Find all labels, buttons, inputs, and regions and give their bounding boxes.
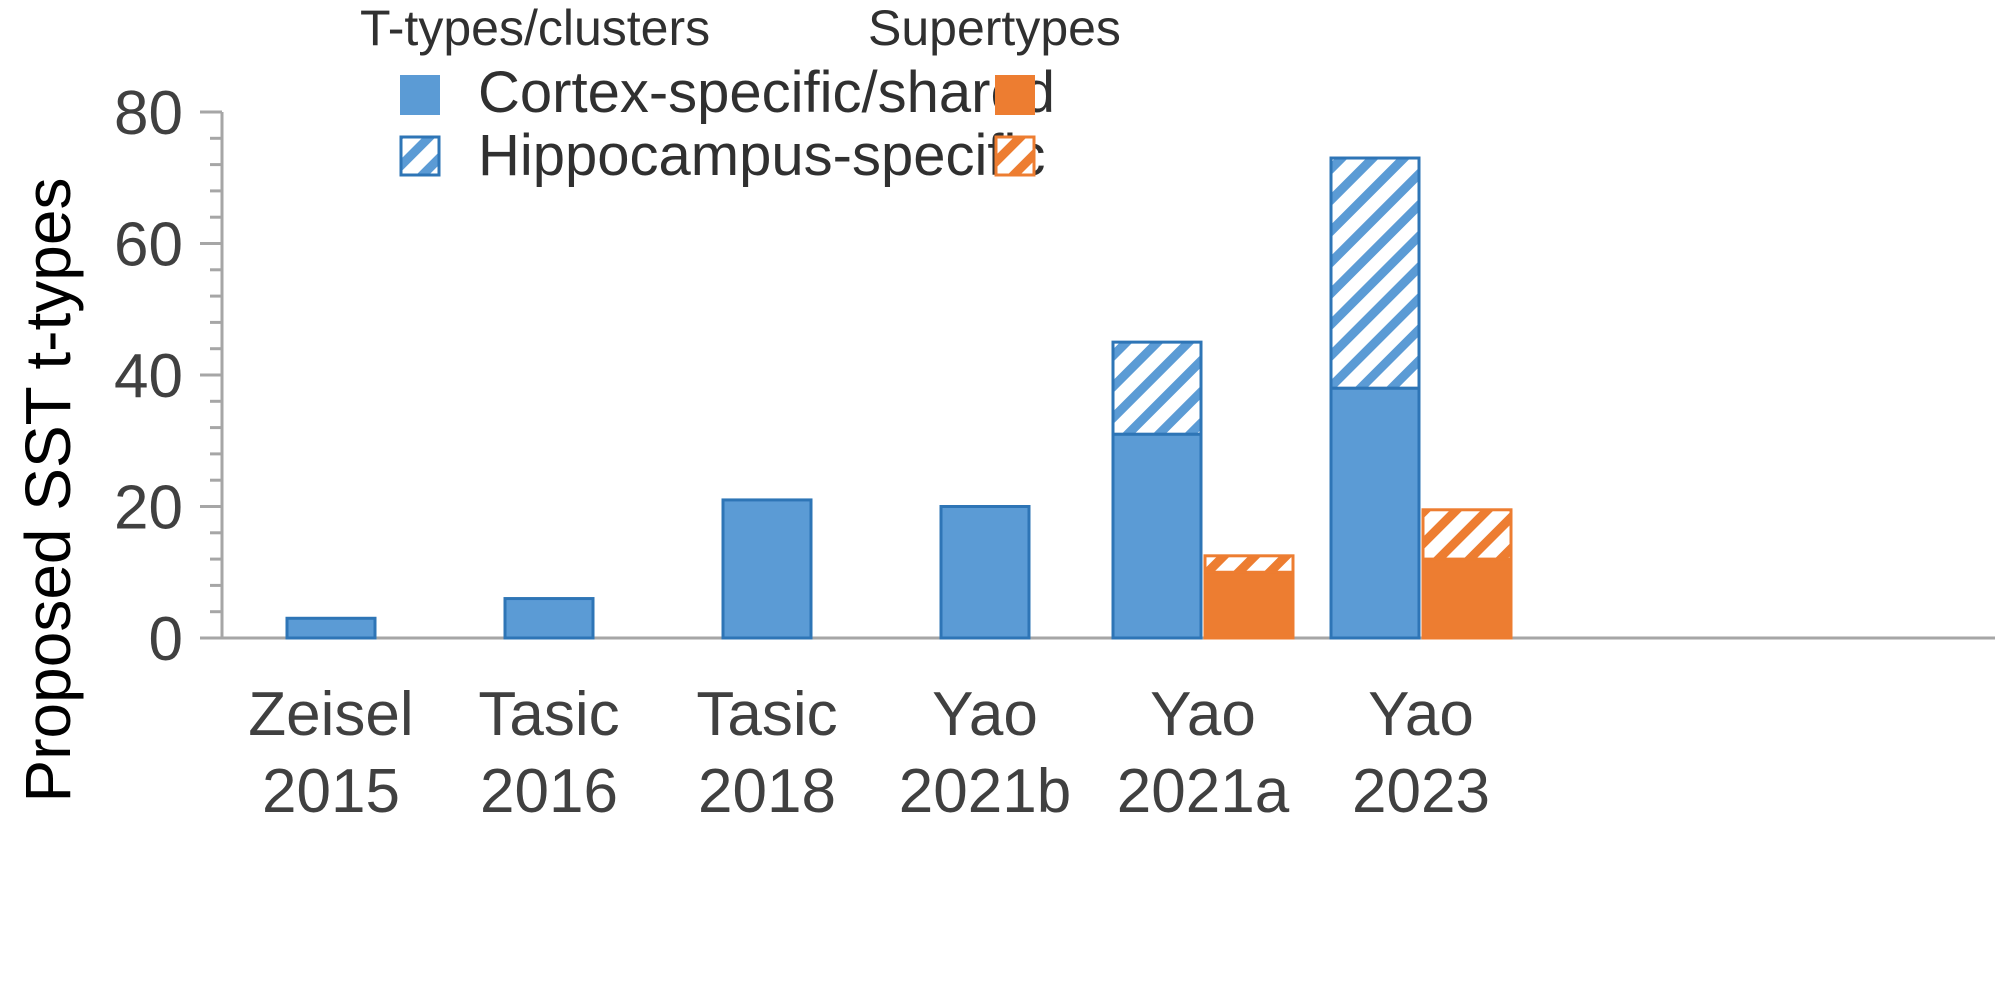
legend-header-ttypes: T-types/clusters [360,0,710,56]
bar-supertypes-hippocampus [1203,554,1295,574]
x-tick-label-line2: 2016 [480,757,618,826]
legend-swatch-ttypes-cortex [400,75,440,115]
bar-ttypes-hippocampus [1111,340,1203,436]
x-tick-label-line1: Zeisel [248,680,413,749]
y-tick-label: 80 [114,79,183,148]
y-tick-label: 60 [114,211,183,280]
bar-ttypes-cortex [939,505,1031,640]
bar-supertypes-cortex [1203,570,1295,640]
x-tick-label-line1: Yao [1150,680,1256,749]
legend-header-supertypes: Supertypes [868,0,1121,56]
bar-supertypes-cortex [1421,557,1513,640]
axes: 0 20 40 60 80 [114,79,1995,674]
legend-swatch-supertypes-hippocampus [994,135,1036,177]
x-tick-label-line2: 2021b [899,757,1071,826]
x-tick-label-line2: 2015 [262,757,400,826]
y-tick-label: 20 [114,474,183,543]
legend-swatch-ttypes-hippocampus [399,135,441,177]
x-tick-label-line1: Tasic [478,680,619,749]
x-tick-labels: Zeisel 2015 Tasic 2016 Tasic 2018 Yao 2021b Yao 2… [248,680,1490,826]
x-tick-label-line1: Yao [1368,680,1474,749]
bars [285,156,1513,640]
bar-ttypes-cortex [721,498,813,640]
x-tick-label-line1: Yao [932,680,1038,749]
legend-entry-hippocampus: Hippocampus-specific [478,123,1045,188]
bar-ttypes-hippocampus [1329,156,1421,390]
x-tick-label-line2: 2023 [1352,757,1490,826]
x-tick-label-line2: 2018 [698,757,836,826]
y-axis-label: Proposed SST t-types [12,178,84,803]
bar-ttypes-cortex [503,597,595,640]
bar-ttypes-cortex [1329,386,1421,640]
y-tick-label: 40 [114,342,183,411]
bar-ttypes-cortex [1111,432,1203,640]
legend-swatch-supertypes-cortex [995,75,1035,115]
x-tick-label-line1: Tasic [696,680,837,749]
y-tick-label: 0 [149,605,183,674]
legend: T-types/clusters Supertypes Cortex-speci… [360,0,1121,188]
legend-entry-cortex: Cortex-specific/shared [478,60,1055,125]
bar-ttypes-cortex [285,616,377,640]
bar-supertypes-hippocampus [1421,508,1513,561]
x-tick-label-line2: 2021a [1117,757,1290,826]
